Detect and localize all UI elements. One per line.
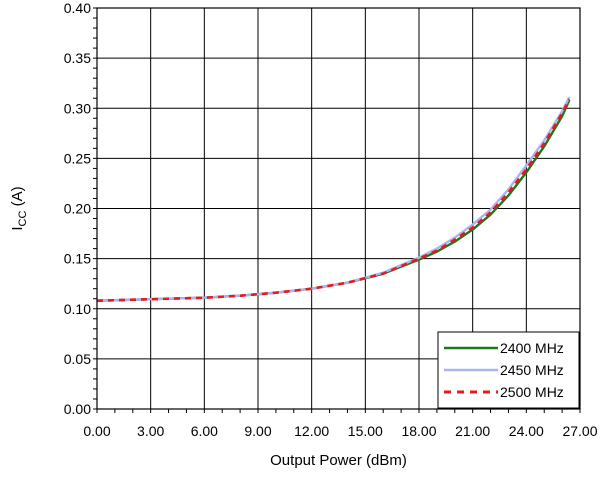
x-tick-label: 12.00 — [294, 423, 329, 439]
legend-label: 2500 MHz — [500, 384, 564, 400]
y-tick-label: 0.10 — [64, 301, 91, 317]
x-tick-label: 18.00 — [401, 423, 436, 439]
series-layer — [96, 96, 571, 303]
x-tick-label: 27.00 — [562, 423, 597, 439]
plot-frame — [96, 7, 581, 410]
y-tick-label: 0.15 — [64, 251, 91, 267]
y-axis-label-unit: (A) — [9, 186, 26, 210]
y-axis-label-sub: CC — [17, 211, 29, 227]
y-tick-label: 0.00 — [64, 401, 91, 417]
x-tick-label: 3.00 — [137, 423, 164, 439]
y-tick-label: 0.40 — [64, 0, 91, 16]
y-tick-label: 0.35 — [64, 50, 91, 66]
legend-label: 2450 MHz — [500, 362, 564, 378]
y-tick-label: 0.25 — [64, 150, 91, 166]
x-tick-label: 0.00 — [83, 423, 110, 439]
y-axis-label: ICC (A) — [9, 186, 29, 230]
grid — [97, 8, 580, 409]
x-tick-label: 15.00 — [348, 423, 383, 439]
y-tick-label: 0.20 — [64, 201, 91, 217]
x-tick-label: 24.00 — [509, 423, 544, 439]
legend-label: 2400 MHz — [500, 340, 564, 356]
legend: 2400 MHz 2450 MHz 2500 MHz — [437, 331, 580, 409]
x-axis-label: Output Power (dBm) — [270, 452, 407, 469]
axes: 0.00 3.00 6.00 9.00 12.00 15.00 18.00 21.00 24.0… — [9, 0, 598, 469]
x-tick-label: 21.00 — [455, 423, 490, 439]
y-tick-label: 0.05 — [64, 351, 91, 367]
y-axis-label-main: I — [9, 226, 26, 230]
x-tick-label: 9.00 — [244, 423, 271, 439]
series-line-2450-mhz — [96, 96, 571, 302]
x-tick-label: 6.00 — [191, 423, 218, 439]
y-tick-label: 0.30 — [64, 100, 91, 116]
